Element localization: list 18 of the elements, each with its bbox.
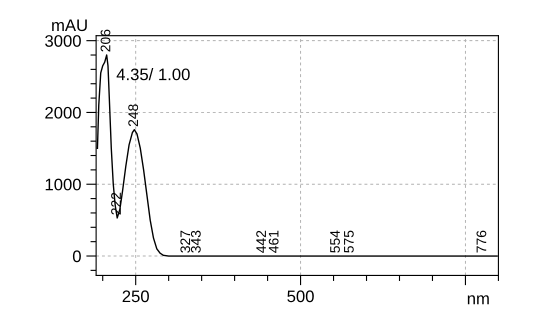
annotation: 776 <box>476 230 486 253</box>
annotation: 206 <box>100 30 110 52</box>
annotation: 554 <box>330 230 340 253</box>
x-axis-title: nm <box>468 295 489 304</box>
annotation: 4.35/ 1.00 <box>116 68 190 80</box>
y-axis-title: mAU <box>52 20 87 32</box>
annotation: 343 <box>190 230 201 253</box>
y-tick-label: 0 <box>72 250 81 262</box>
annotation: 461 <box>268 230 279 253</box>
annotation: 248 <box>128 104 138 126</box>
x-tick-label: 250 <box>122 290 149 302</box>
annotation: 442 <box>256 230 266 253</box>
x-tick-label: 500 <box>287 290 314 302</box>
y-tick-label: 2000 <box>45 106 81 119</box>
y-tick-label: 3000 <box>45 35 81 47</box>
annotation: 327 <box>180 230 190 253</box>
y-tick-label: 1000 <box>46 178 81 190</box>
annotation: 575 <box>344 230 354 253</box>
